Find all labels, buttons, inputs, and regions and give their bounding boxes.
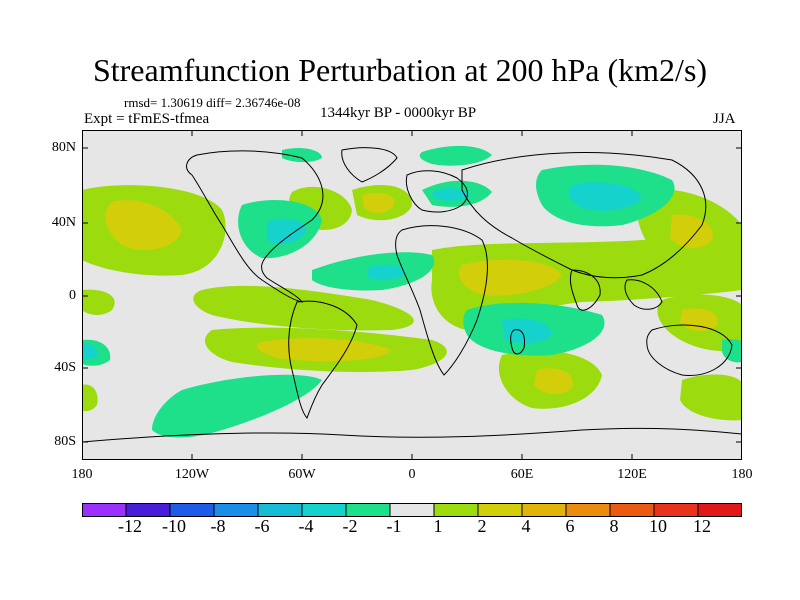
- contour-region: [568, 182, 642, 211]
- colorbar-label: -1: [386, 516, 402, 536]
- coastline-europe: [405, 170, 468, 213]
- colorbar-swatch: [125, 503, 171, 517]
- colorbar-swatch: [521, 503, 567, 517]
- colorbar-swatch: [653, 503, 699, 517]
- y-axis-label-40n: 40N: [51, 215, 76, 230]
- contour-region: [680, 374, 742, 421]
- contour-region: [152, 374, 322, 438]
- colorbar-swatch: [82, 503, 127, 517]
- experiment-label: Expt = tFmES-tfmea: [84, 111, 210, 127]
- y-axis-ticks: [82, 147, 742, 443]
- contour-region: [362, 193, 395, 213]
- coastline-india: [569, 269, 601, 311]
- contour-region: [534, 368, 573, 395]
- colorbar-swatch: [433, 503, 479, 517]
- contour-region: [458, 259, 562, 296]
- contour-region: [82, 343, 98, 359]
- contour-region: [419, 145, 492, 166]
- contour-region: [267, 218, 307, 245]
- contour-region: [257, 338, 392, 362]
- colorbar-label: -6: [254, 516, 270, 536]
- contour-region: [105, 200, 182, 250]
- coastline-north-america: [186, 150, 324, 303]
- coastline-australia: [646, 324, 733, 376]
- contour-region: [367, 264, 405, 281]
- colorbar-swatch: [301, 503, 347, 517]
- x-axis-label-180e: 180: [731, 467, 753, 482]
- colorbar-swatch: [169, 503, 215, 517]
- colorbar-label: 10: [649, 516, 667, 536]
- colorbar-label: 6: [565, 516, 575, 536]
- colorbar-label: 4: [521, 516, 531, 536]
- colorbar-swatch: [345, 503, 391, 517]
- contour-region: [722, 339, 742, 363]
- coastline-greenland: [341, 147, 398, 183]
- season-label: JJA: [713, 111, 736, 127]
- streamfunction-map: [82, 130, 742, 460]
- colorbar-swatch: [477, 503, 523, 517]
- colorbar-label: -8: [210, 516, 226, 536]
- negative-anomaly-regions: [82, 145, 742, 438]
- colorbar-label: 2: [477, 516, 487, 536]
- colorbar-swatch: [213, 503, 259, 517]
- colorbar-label: 1: [433, 516, 443, 536]
- contour-region: [282, 147, 322, 163]
- contour-region: [82, 289, 115, 315]
- coastline-southeast-asia: [624, 279, 663, 310]
- y-axis-label-80n: 80N: [51, 140, 76, 155]
- coastline-south-america: [288, 300, 358, 419]
- x-axis-ticks: [191, 130, 633, 460]
- x-axis-label-0: 0: [408, 467, 416, 482]
- coastline-africa: [395, 225, 488, 376]
- colorbar-swatch: [565, 503, 611, 517]
- y-axis-label-eq: 0: [69, 288, 76, 303]
- y-axis-label-80s: 80S: [54, 434, 76, 449]
- colorbar-label: -2: [342, 516, 358, 536]
- x-axis-label-120w: 120W: [174, 467, 210, 482]
- x-axis-label-60e: 60E: [510, 467, 534, 482]
- contour-region: [193, 285, 414, 331]
- coastlines: [82, 147, 742, 443]
- contour-region: [502, 318, 552, 344]
- coastline-madagascar: [510, 329, 525, 355]
- contour-region: [432, 188, 470, 201]
- colorbar-label: -10: [162, 516, 186, 536]
- colorbar-swatch: [697, 503, 742, 517]
- time-period-label: 1344kyr BP - 0000kyr BP: [320, 105, 477, 121]
- contour-region: [82, 384, 98, 412]
- colorbar-swatch: [257, 503, 303, 517]
- colorbar: [82, 503, 742, 517]
- colorbar-swatch: [389, 503, 435, 517]
- colorbar-swatch: [609, 503, 655, 517]
- colorbar-label: 8: [609, 516, 619, 536]
- rmsd-diff-stats: rmsd= 1.30619 diff= 2.36746e-08: [124, 95, 301, 110]
- colorbar-label: -12: [118, 516, 142, 536]
- x-axis-label-120e: 120E: [617, 467, 647, 482]
- plot-title: Streamfunction Perturbation at 200 hPa (…: [92, 52, 708, 88]
- colorbar-label: -4: [298, 516, 314, 536]
- contour-region: [670, 214, 713, 249]
- y-axis-label-40s: 40S: [54, 360, 76, 375]
- coastline-antarctica: [82, 427, 742, 443]
- coastline-asia: [461, 152, 707, 279]
- colorbar-label: 12: [693, 516, 711, 536]
- positive-anomaly-regions: [82, 185, 742, 421]
- x-axis-label-60w: 60W: [288, 467, 316, 482]
- x-axis-label-180w: 180: [71, 467, 93, 482]
